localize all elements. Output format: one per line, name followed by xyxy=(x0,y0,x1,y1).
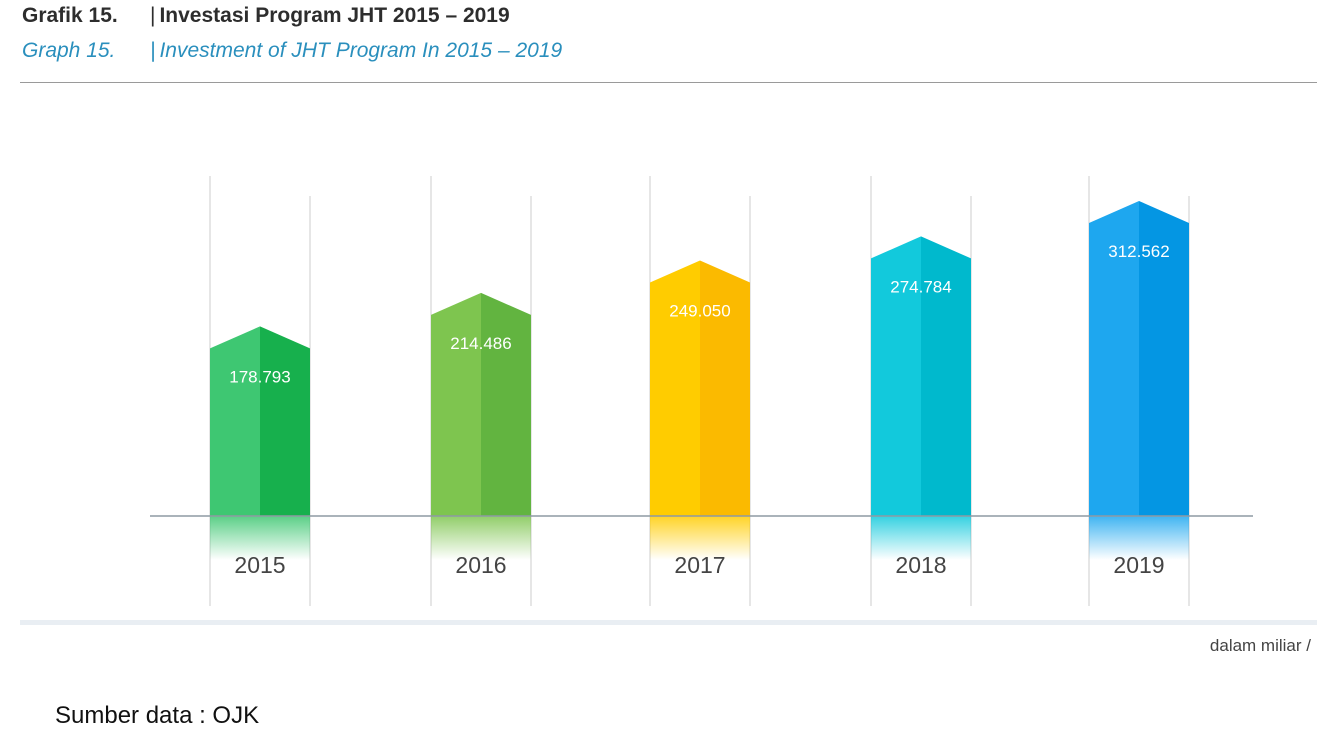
bar-shade-2018 xyxy=(921,236,971,516)
bar-2019 xyxy=(1089,200,1139,516)
chart-title: Investasi Program JHT 2015 – 2019 xyxy=(159,4,510,27)
bar-shade-2016 xyxy=(481,292,531,516)
x-tick-label-2019: 2019 xyxy=(1113,552,1164,578)
x-tick-label-2018: 2018 xyxy=(895,552,946,578)
bar-reflection xyxy=(431,516,531,560)
data-label-2018: 274.784 xyxy=(890,277,951,296)
x-tick-label-2016: 2016 xyxy=(455,552,506,578)
bar-shade-2019 xyxy=(1139,200,1189,516)
x-tick-label-2017: 2017 xyxy=(674,552,725,578)
data-label-2017: 249.050 xyxy=(669,302,730,321)
bar-2018 xyxy=(871,236,921,516)
title-separator: | xyxy=(150,4,156,27)
chart-subtitle: Investment of JHT Program In 2015 – 2019 xyxy=(159,39,563,62)
graph-number-label: Grafik 15. xyxy=(22,4,118,27)
source-note: Sumber data : OJK xyxy=(55,702,260,729)
bar-reflection xyxy=(210,516,310,560)
bar-2016 xyxy=(431,292,481,516)
title-divider xyxy=(20,82,1317,83)
bar-chart: 178.793 2015 214.486 2016 249.050 2017 274.784… xyxy=(150,176,1253,606)
data-label-2015: 178.793 xyxy=(229,367,290,386)
x-tick-label-2015: 2015 xyxy=(234,552,285,578)
chart-title-english: Graph 15. | Investment of JHT Program In 2… xyxy=(22,39,562,63)
bar-reflection xyxy=(1089,516,1189,560)
data-label-2019: 312.562 xyxy=(1108,242,1169,261)
bar-shade-2015 xyxy=(260,326,310,516)
bar-2015 xyxy=(210,326,260,516)
bottom-divider xyxy=(20,620,1317,625)
data-label-2016: 214.486 xyxy=(450,334,511,353)
title-separator-en: | xyxy=(150,39,156,62)
bar-2017 xyxy=(650,260,700,516)
graph-number-label-en: Graph 15. xyxy=(22,39,116,62)
chart-title-indonesian: Grafik 15. | Investasi Program JHT 2015 – … xyxy=(22,4,510,28)
bar-reflection xyxy=(650,516,750,560)
bar-reflection xyxy=(871,516,971,560)
unit-note: dalam miliar / xyxy=(1209,636,1311,655)
bar-shade-2017 xyxy=(700,260,750,516)
